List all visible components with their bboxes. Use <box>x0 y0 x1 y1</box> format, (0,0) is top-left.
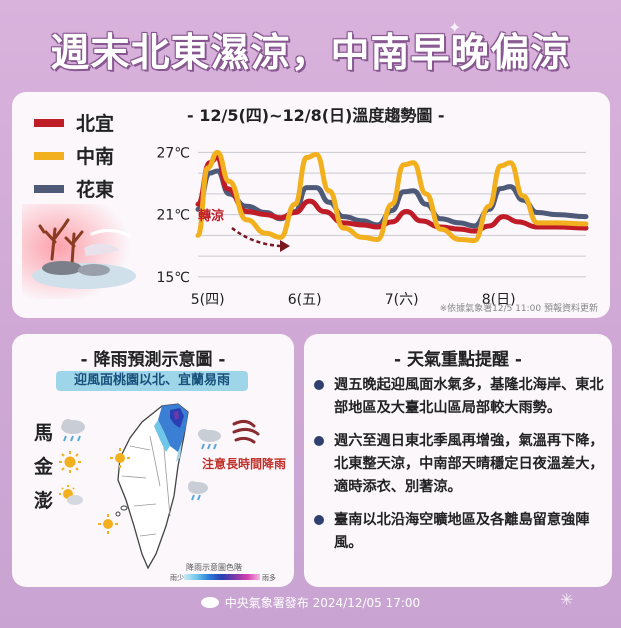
island-label-matsu: 馬 <box>34 422 54 444</box>
sparkle-icon: ✳ <box>560 590 574 609</box>
island-label-kinmen: 金 <box>34 456 54 478</box>
footer-text: 中央氣象署發布 2024/12/05 17:00 <box>224 596 421 610</box>
tips-section-title: - 天氣重點提醒 - <box>394 350 522 370</box>
sparkle-icon: ✦ <box>448 18 462 37</box>
tip-text: 週五晚起迎風面水氣多，基隆北海岸、東北部地區及大臺北山區局部較大雨勢。 <box>334 377 604 416</box>
series-line <box>195 155 589 234</box>
map-legend-title: 降雨示意圖色階 <box>186 563 242 572</box>
taiwan-map-icon <box>98 403 221 570</box>
cooling-annotation: 轉涼 <box>198 208 224 224</box>
legend: 北宜 中南 花東 <box>34 106 114 205</box>
x-tick-label: 7(六) <box>385 292 419 308</box>
x-tick-label: 8(日) <box>482 292 516 308</box>
cold-wind-illustration-icon <box>22 204 142 299</box>
y-tick-label: 21℃ <box>156 208 190 224</box>
sun-icon <box>98 514 118 534</box>
partly-cloudy-icon <box>59 485 83 505</box>
list-item: 週五晚起迎風面水氣多，基隆北海岸、東北部地區及大臺北山區局部較大雨勢。 <box>314 374 604 420</box>
rain-forecast-card: - 降雨預測示意圖 - 迎風面桃園以北、宜蘭易雨 馬 金 澎 <box>12 334 294 587</box>
sun-icon <box>59 451 81 473</box>
rain-section-title: - 降雨預測示意圖 - <box>80 350 226 370</box>
y-tick-label: 15℃ <box>156 270 190 286</box>
y-tick-label: 27℃ <box>156 145 190 161</box>
legend-label: 花東 <box>76 179 115 201</box>
cwa-logo-icon <box>200 597 219 608</box>
bullet-dot-icon <box>314 380 324 390</box>
chart-note: ※依據氣象署12/5 11:00 預報資料更新 <box>439 304 598 314</box>
map-legend-more: 雨多 <box>262 574 276 582</box>
x-tick-label: 6(五) <box>288 292 322 308</box>
legend-label: 中南 <box>76 146 115 168</box>
temperature-chart: 27℃ 21℃ 15℃ 5(四) 6(五) 7(六) 8(日) 轉涼 <box>156 145 589 308</box>
page-title: 週末北東濕涼，中南早晚偏涼 <box>50 31 571 76</box>
legend-item-central-south: 中南 <box>34 139 114 172</box>
cloud-rain-icon <box>188 481 208 501</box>
rain-subtitle: 迎風面桃園以北、宜蘭易雨 <box>56 371 248 391</box>
wind-icon <box>232 419 260 444</box>
footer: 中央氣象署發布 2024/12/05 17:00 <box>0 594 621 611</box>
rain-color-scale <box>184 574 260 580</box>
bullet-dot-icon <box>314 515 324 525</box>
list-item: 週六至週日東北季風再增強，氣溫再下降，北東整天涼，中南部天晴穩定日夜溫差大，適時… <box>314 430 604 499</box>
chart-title: - 12/5(四)~12/8(日)溫度趨勢圖 - <box>187 106 445 125</box>
legend-swatch <box>34 118 64 127</box>
weather-tips-card: - 天氣重點提醒 - 週五晚起迎風面水氣多，基隆北海岸、東北部地區及大臺北山區局… <box>304 334 612 587</box>
x-tick-label: 5(四) <box>191 292 225 308</box>
island-label-penghu: 澎 <box>34 490 54 512</box>
cooling-arrow-icon <box>231 227 290 252</box>
legend-swatch <box>34 151 64 160</box>
sun-icon <box>110 448 130 468</box>
temperature-card: 北宜 中南 花東 <box>12 92 610 318</box>
chart-grid <box>198 151 586 278</box>
legend-label: 北宜 <box>76 113 115 135</box>
legend-swatch <box>34 184 64 193</box>
map-legend-less: 雨少 <box>170 574 184 582</box>
tips-list: 週五晚起迎風面水氣多，基隆北海岸、東北部地區及大臺北山區局部較大雨勢。 週六至週… <box>314 374 604 565</box>
y-axis: 27℃ 21℃ 15℃ <box>156 145 190 285</box>
tip-text: 臺南以北沿海空曠地區及各離島留意強陣風。 <box>334 512 590 551</box>
cloud-rain-icon <box>198 429 221 450</box>
legend-item-east: 花東 <box>34 172 114 205</box>
tip-text: 週六至週日東北季風再增強，氣溫再下降，北東整天涼，中南部天晴穩定日夜溫差大，適時… <box>334 433 604 495</box>
legend-item-north: 北宜 <box>34 106 114 139</box>
list-item: 臺南以北沿海空曠地區及各離島留意強陣風。 <box>314 509 604 555</box>
cloud-rain-icon <box>61 419 85 442</box>
x-axis: 5(四) 6(五) 7(六) 8(日) <box>191 292 516 308</box>
chart-series <box>195 149 589 244</box>
rain-warning: 注意長時間降雨 <box>202 457 287 471</box>
series-line <box>195 149 589 244</box>
bullet-dot-icon <box>314 436 324 446</box>
